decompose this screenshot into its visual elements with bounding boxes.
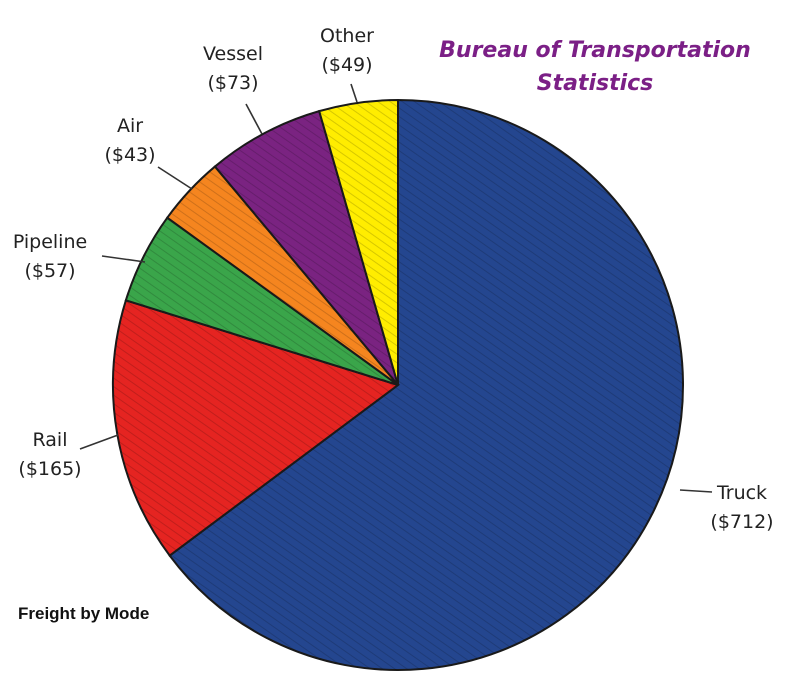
pie-slice-texture-vessel	[214, 111, 398, 386]
slice-value-pipeline: ($57)	[24, 260, 75, 282]
slice-label-vessel: Vessel	[203, 43, 263, 65]
leader-line-other	[350, 83, 358, 103]
slice-label-truck: Truck	[716, 482, 767, 504]
slice-value-vessel: ($73)	[207, 72, 258, 94]
slice-label-other: Other	[320, 25, 374, 47]
source-title: Bureau of Transportation Statistics	[430, 34, 760, 100]
pie-labels: Truck ($712) Rail ($165) Pipeline ($57) Air ($4…	[13, 25, 774, 533]
pie-slice-texture-pipeline	[125, 217, 398, 385]
slice-label-rail: Rail	[33, 429, 68, 451]
slice-value-truck: ($712)	[710, 511, 773, 533]
leader-line-pipeline	[101, 255, 146, 263]
leader-line-vessel	[245, 103, 263, 135]
slice-value-other: ($49)	[321, 54, 372, 76]
source-title-line-1: Bureau of Transportation	[439, 38, 751, 63]
pie-slice-texture-rail	[113, 300, 399, 556]
slice-value-rail: ($165)	[18, 458, 81, 480]
source-title-line-2: Statistics	[536, 71, 654, 96]
pie-slice-texture-air	[167, 166, 398, 385]
leader-line-truck	[679, 489, 713, 493]
pie-slices	[112, 98, 685, 671]
slice-label-pipeline: Pipeline	[13, 231, 87, 253]
leader-line-air	[157, 166, 193, 190]
pie-slice-texture-other	[319, 100, 398, 385]
chart-caption: Freight by Mode	[18, 604, 150, 623]
slice-value-air: ($43)	[104, 144, 155, 166]
pie-slice-texture-truck	[169, 100, 683, 670]
slice-label-air: Air	[117, 115, 143, 137]
leader-line-rail	[79, 434, 119, 450]
